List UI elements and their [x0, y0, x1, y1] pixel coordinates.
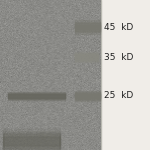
Bar [100, 0, 150, 150]
Bar [3, 134, 60, 148]
Text: 45  kD: 45 kD [104, 22, 134, 32]
Bar [75, 91, 100, 101]
Bar [3, 131, 60, 150]
Text: 25  kD: 25 kD [104, 92, 134, 100]
Bar [3, 132, 60, 150]
Bar [75, 93, 100, 99]
Bar [75, 94, 100, 98]
Bar [75, 52, 98, 62]
Bar [75, 25, 100, 29]
Bar [75, 53, 98, 61]
Bar [3, 137, 60, 145]
Bar [75, 20, 100, 34]
Bar [75, 22, 100, 32]
Bar [3, 128, 60, 150]
Bar [75, 92, 100, 100]
Bar [3, 129, 60, 150]
Bar [8, 92, 64, 100]
Text: 35  kD: 35 kD [104, 52, 134, 62]
Bar [75, 54, 98, 60]
Bar [8, 93, 64, 99]
Bar [0, 0, 100, 150]
Bar [8, 94, 64, 98]
Bar [75, 23, 100, 31]
Bar [8, 94, 64, 98]
Bar [3, 133, 60, 149]
Bar [75, 55, 98, 59]
Bar [3, 136, 60, 146]
